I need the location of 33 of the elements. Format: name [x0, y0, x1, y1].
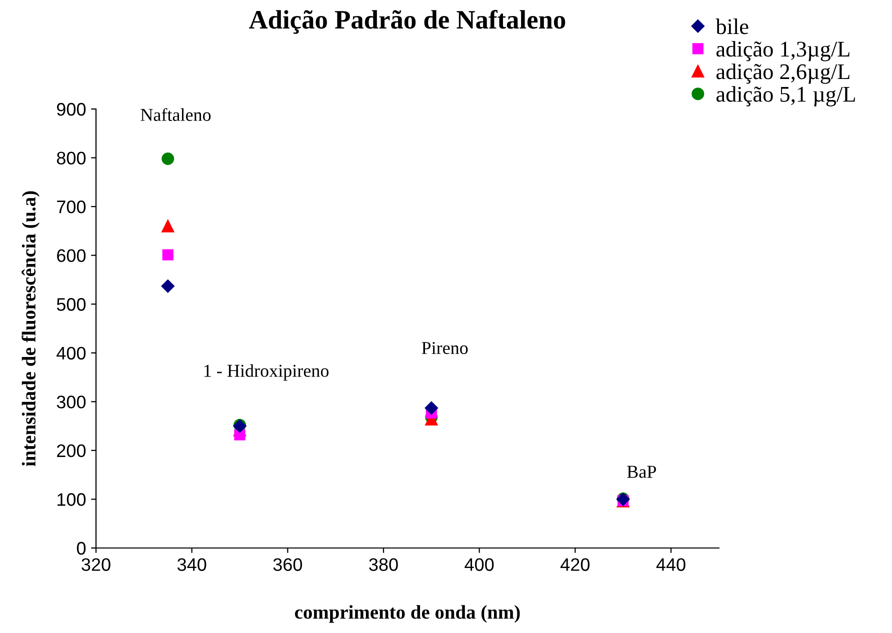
- y-tick-label: 100: [58, 493, 86, 506]
- legend-label: adição 1,3µg/L: [716, 41, 850, 62]
- point: [162, 220, 174, 232]
- annotation: BaP: [627, 466, 656, 478]
- annotation: Naftaleno: [140, 108, 211, 121]
- chart-title: Adição Padrão de Naftaleno: [249, 10, 566, 34]
- x-tick-label: 380: [369, 558, 398, 571]
- x-tick-label: 400: [464, 558, 494, 571]
- y-tick-label: 700: [57, 200, 86, 214]
- x-tick-label: 320: [82, 558, 110, 571]
- y-tick-label: 500: [56, 298, 86, 311]
- legend-label: adição 5,1 µg/L: [716, 86, 855, 106]
- x-axis-title: comprimento de onda (nm): [294, 605, 520, 623]
- y-tick-label: 600: [57, 249, 86, 262]
- y-tick-label: 800: [56, 152, 86, 164]
- point: [162, 152, 174, 166]
- y-tick-label: 0: [76, 542, 86, 555]
- point: [424, 401, 438, 415]
- point: [162, 249, 174, 260]
- y-axis-title: intensidade de fluorescência (u.a): [22, 191, 40, 466]
- point: [161, 279, 174, 293]
- legend-label: bile: [716, 18, 748, 34]
- annotation: 1 - Hidroxipireno: [204, 364, 329, 381]
- y-tick-label: 300: [56, 396, 86, 408]
- annotation: Pireno: [422, 342, 468, 354]
- y-tick-label: 200: [57, 444, 86, 458]
- y-tick-label: 400: [56, 346, 86, 360]
- legend-label: adição 2,6µg/L: [716, 64, 850, 84]
- x-tick-label: 440: [656, 558, 686, 571]
- x-tick-label: 420: [560, 558, 590, 571]
- x-tick-label: 340: [177, 558, 206, 571]
- x-tick-label: 360: [273, 558, 302, 571]
- y-tick-label: 900: [57, 102, 86, 116]
